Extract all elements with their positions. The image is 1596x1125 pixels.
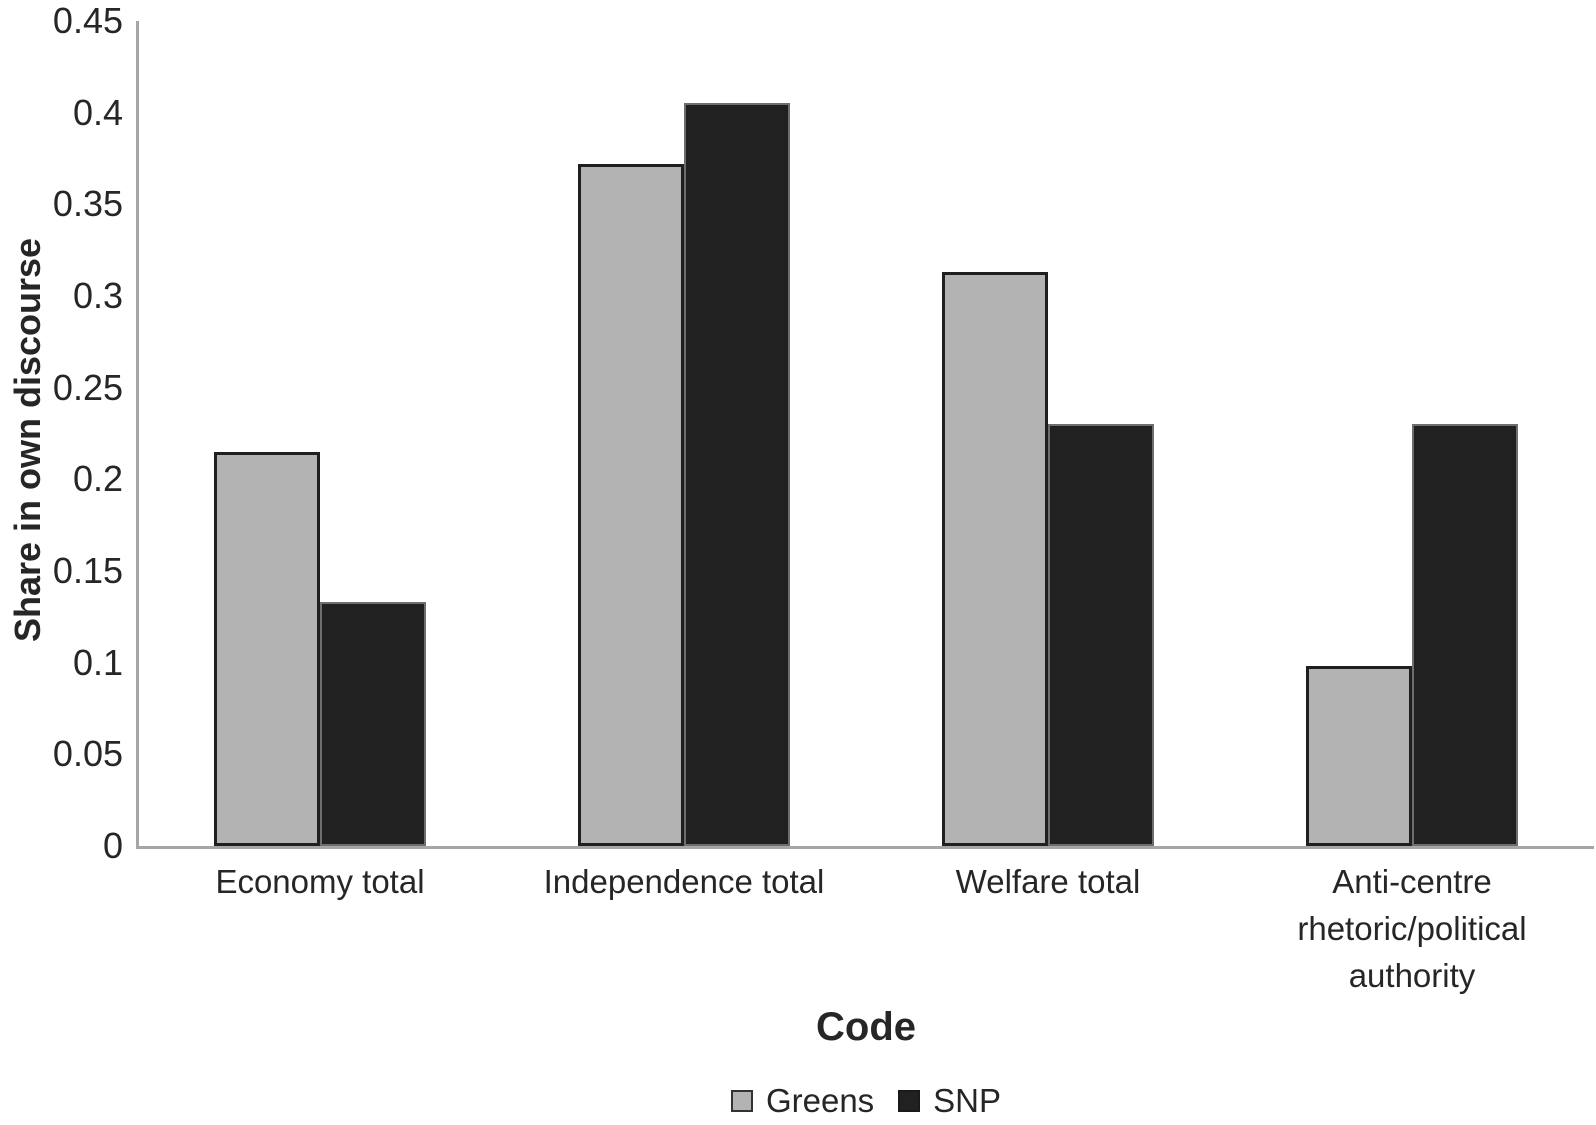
y-tick-label: 0.3	[72, 275, 123, 316]
bar-snp-4	[1412, 424, 1518, 846]
x-axis-line	[136, 846, 1594, 849]
x-category-label-2: Independence total	[543, 863, 825, 900]
y-tick-label: 0.4	[72, 91, 123, 133]
plot-area: 0 0.05 0.1 0.15 0.2 0.25 0.3 0.35 0.4 0.45 Econom…	[53, 3, 1594, 994]
y-tick-label: 0	[102, 825, 123, 866]
y-tick-label: 0.15	[52, 550, 123, 591]
y-tick-label: 0.2	[72, 458, 123, 500]
legend-label-greens: Greens	[765, 1082, 875, 1119]
x-category-label-1: Economy total	[215, 863, 425, 900]
bar-greens-2	[578, 164, 684, 846]
legend-label-snp: SNP	[933, 1082, 1002, 1119]
bar-groups	[138, 21, 1594, 846]
legend: Greens SNP	[138, 1082, 1594, 1120]
y-axis-ticks: 0 0.05 0.1 0.15 0.2 0.25 0.3 0.35 0.4 0.45	[0, 3, 123, 864]
bar-greens-3	[942, 272, 1048, 846]
bar-snp-2	[684, 103, 790, 846]
x-category-label-4: Anti-centre rhetoric/political authority	[1297, 863, 1527, 994]
bar-snp-3	[1048, 424, 1154, 846]
y-tick-label: 0.05	[52, 733, 123, 775]
legend-item-snp: SNP	[898, 1082, 1001, 1120]
bar-snp-1	[320, 602, 426, 846]
y-tick-label: 0.25	[52, 366, 123, 408]
x-category-label-3: Welfare total	[955, 863, 1141, 900]
bar-group-1	[138, 21, 502, 846]
y-tick-label: 0.35	[52, 183, 123, 225]
x-axis-title: Code	[816, 1005, 916, 1049]
bar-group-2	[502, 21, 866, 846]
y-tick-label: 0.1	[72, 641, 123, 683]
legend-item-greens: Greens	[730, 1082, 875, 1120]
y-axis-line	[136, 21, 139, 848]
y-tick-label: 0.45	[52, 0, 123, 41]
legend-swatch-snp	[898, 1090, 921, 1112]
bar-group-3	[866, 21, 1230, 846]
bar-group-4	[1230, 21, 1594, 846]
x-axis-labels: Economy total Independence total Welfare t…	[138, 858, 1594, 999]
bar-greens-4	[1306, 666, 1412, 846]
bar-greens-1	[214, 452, 320, 846]
legend-swatch-greens	[730, 1090, 753, 1112]
